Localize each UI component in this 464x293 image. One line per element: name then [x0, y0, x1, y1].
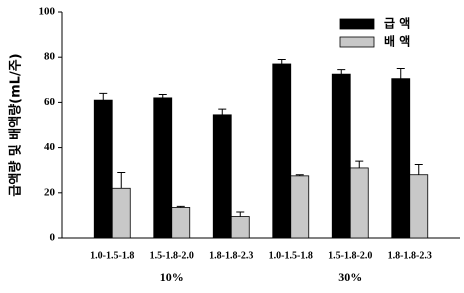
x-tick-label: 1.8-1.8-2.3: [209, 250, 253, 261]
bar: [409, 174, 429, 239]
y-tick-label: 40: [44, 141, 56, 153]
bar: [331, 73, 351, 239]
group-label: 30%: [338, 270, 362, 284]
y-tick-label: 80: [44, 51, 56, 63]
y-tick-label: 0: [50, 232, 56, 244]
bar: [290, 175, 310, 239]
x-tick-label: 1.5-1.8-2.0: [328, 250, 372, 261]
x-tick-label: 1.0-1.5-1.8: [90, 250, 134, 261]
bar: [171, 207, 191, 239]
y-tick-label: 60: [44, 96, 56, 108]
x-tick-label: 1.8-1.8-2.3: [388, 250, 432, 261]
legend-label: 급 액: [384, 17, 410, 31]
legend-label: 배 액: [384, 34, 410, 49]
bar: [349, 167, 369, 239]
error-bar: [414, 164, 423, 175]
error-bar: [176, 205, 185, 208]
y-axis-label: 급액량 및 배액량(mL/주): [8, 53, 24, 196]
bar: [153, 97, 173, 239]
bar: [111, 187, 131, 239]
bar: [272, 63, 292, 239]
error-bar: [158, 93, 167, 98]
x-tick-label: 1.0-1.5-1.8: [269, 250, 313, 261]
bar: [93, 99, 113, 239]
error-bar: [117, 171, 126, 189]
bar: [212, 114, 232, 239]
group-label: 10%: [160, 270, 184, 284]
y-tick-label: 20: [44, 186, 56, 198]
bar: [391, 78, 411, 239]
bar: [230, 216, 250, 239]
error-bar: [355, 160, 364, 168]
legend-swatch: [339, 36, 375, 48]
error-bar: [396, 68, 405, 79]
error-bar: [337, 69, 346, 75]
error-bar: [277, 58, 286, 64]
error-bar: [236, 211, 245, 217]
error-bar: [218, 108, 227, 115]
y-tick-label: 100: [39, 6, 56, 18]
error-bar: [99, 92, 108, 101]
error-bar: [295, 174, 304, 176]
x-tick-label: 1.5-1.8-2.0: [150, 250, 194, 261]
legend-swatch: [339, 18, 375, 30]
